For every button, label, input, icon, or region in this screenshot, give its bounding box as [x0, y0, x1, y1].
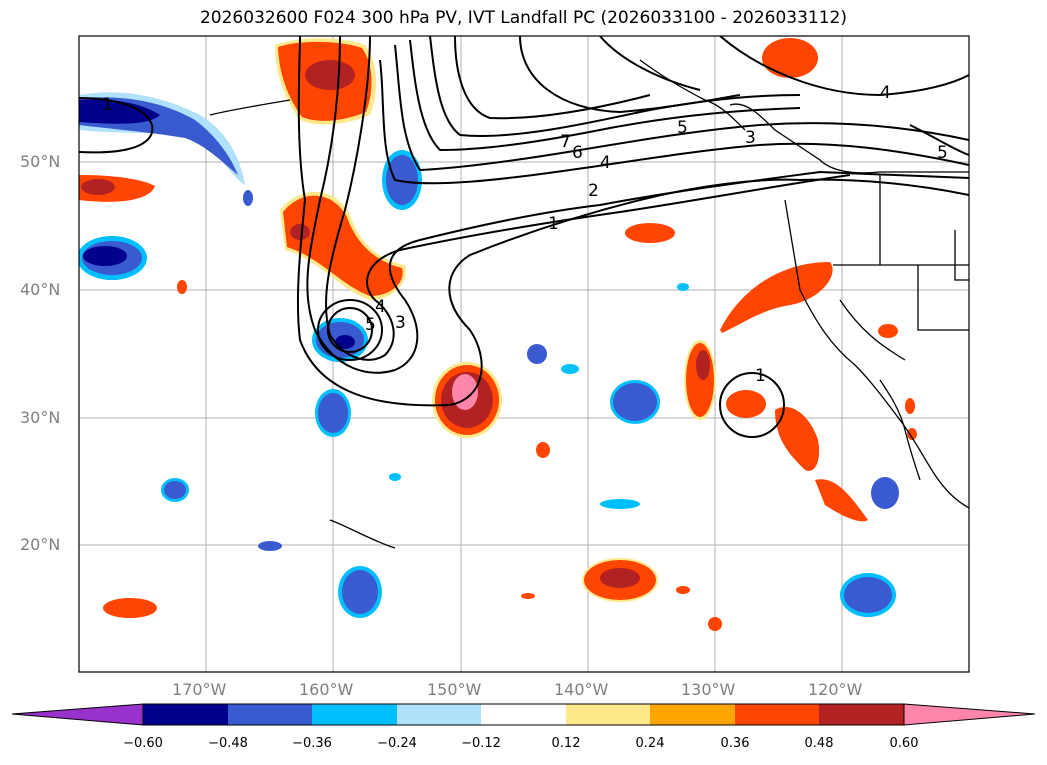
lat-label: 50°N — [20, 152, 61, 171]
colorbar-segment — [819, 704, 904, 725]
colorbar-tick-label: 0.60 — [889, 736, 919, 751]
contour-label: 7 — [560, 132, 571, 152]
colorbar — [11, 703, 1036, 726]
colorbar-segment — [397, 704, 481, 725]
contour-label: 5 — [937, 143, 948, 163]
lat-label: 20°N — [20, 535, 61, 554]
colorbar-tick-label: −0.24 — [377, 736, 417, 751]
colorbar-segment — [481, 704, 566, 725]
colorbar-segment — [735, 704, 819, 725]
lon-label: 140°W — [554, 680, 609, 699]
lon-label: 170°W — [172, 680, 227, 699]
coastlines — [209, 59, 969, 549]
colorbar-segment — [312, 704, 397, 725]
colorbar-tick-label: −0.12 — [461, 736, 501, 751]
lon-label: 120°W — [808, 680, 863, 699]
ivt-contours — [79, 36, 969, 438]
lon-label: 160°W — [299, 680, 354, 699]
contour-label: 1 — [102, 95, 113, 115]
colorbar-tick-label: 0.48 — [804, 736, 834, 751]
colorbar-segment — [228, 704, 312, 725]
contour-label: 5 — [365, 315, 376, 335]
colorbar-tick-label: −0.60 — [123, 736, 163, 751]
contour-label: 1 — [755, 366, 766, 386]
contour-label: 4 — [880, 83, 891, 103]
colorbar-extend-high — [903, 703, 1036, 726]
colorbar-tick-label: −0.36 — [292, 736, 332, 751]
contour-label: 2 — [588, 181, 599, 201]
contour-label: 5 — [677, 118, 688, 138]
lat-label: 40°N — [20, 280, 61, 299]
colorbar-segment — [566, 704, 650, 725]
colorbar-tick-label: 0.24 — [635, 736, 665, 751]
pv-negative-regions — [79, 92, 899, 618]
contour-label: 6 — [572, 143, 583, 163]
map-title: 2026032600 F024 300 hPa PV, IVT Landfall… — [199, 8, 847, 28]
contour-label: 3 — [395, 313, 406, 333]
colorbar-segment — [143, 704, 228, 725]
contour-label: 4 — [375, 297, 386, 317]
lat-label: 30°N — [20, 408, 61, 427]
contour-label: 1 — [548, 214, 559, 234]
lon-label: 130°W — [681, 680, 736, 699]
lon-label: 150°W — [427, 680, 482, 699]
map-frame — [78, 35, 970, 673]
colorbar-tick-label: −0.48 — [208, 736, 248, 751]
colorbar-segment — [650, 704, 735, 725]
contour-label: 4 — [600, 153, 611, 173]
contour-label: 3 — [745, 128, 756, 148]
contour-labels: 1 1 2 4 6 7 5 3 4 5 5 4 3 1 — [102, 83, 948, 386]
colorbar-extend-low — [11, 703, 144, 726]
colorbar-tick-label: 0.12 — [551, 736, 581, 751]
colorbar-tick-label: 0.36 — [720, 736, 750, 751]
